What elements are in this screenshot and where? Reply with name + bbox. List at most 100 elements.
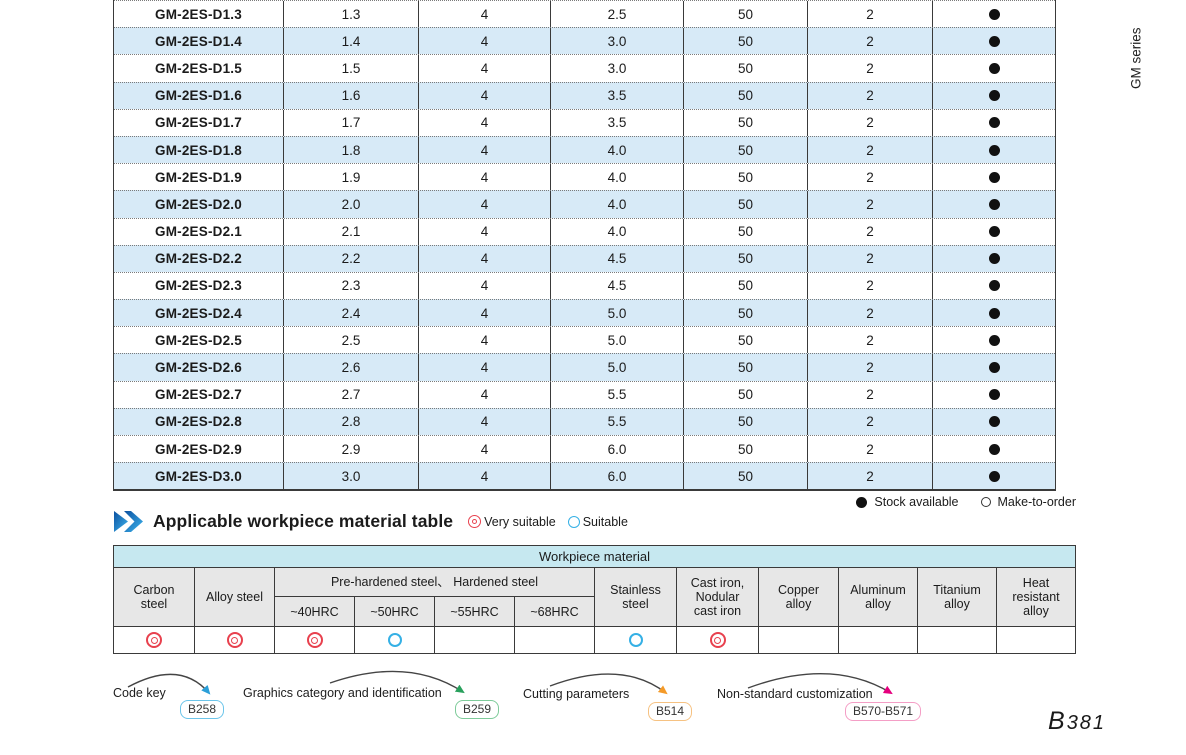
suitability-cell (515, 627, 595, 653)
value-cell: 4.0 (551, 218, 684, 245)
spec-row: GM-2ES-D2.8 2.8 4 5.5 50 2 (114, 407, 1055, 435)
model-cell: GM-2ES-D1.5 (114, 55, 284, 82)
value-cell: 2 (808, 354, 933, 381)
code-ref-b514: B514 (648, 702, 693, 721)
stock-cell (933, 354, 1055, 380)
value-cell: 50 (684, 28, 808, 55)
stock-available-icon (988, 171, 1000, 183)
stock-available-label: Stock available (874, 495, 959, 509)
spec-row: GM-2ES-D2.9 2.9 4 6.0 50 2 (114, 435, 1055, 463)
value-cell: 50 (684, 164, 808, 191)
value-cell: 50 (684, 191, 808, 218)
very-suitable-label: Very suitable (484, 514, 556, 529)
stock-available-icon (988, 253, 1000, 265)
stock-available-icon (988, 416, 1000, 428)
value-cell: 2 (808, 327, 933, 354)
workpiece-col-header: Titanium alloy (918, 568, 997, 626)
spec-row: GM-2ES-D2.2 2.2 4 4.5 50 2 (114, 244, 1055, 272)
stock-cell (933, 327, 1055, 353)
stock-cell (933, 409, 1055, 435)
value-cell: 4 (419, 408, 551, 435)
workpiece-col-header: Heat resistant alloy (1012, 576, 1060, 618)
make-to-order-legend-item: Make-to-order (980, 495, 1076, 509)
stock-available-icon (988, 198, 1000, 210)
value-cell: 4 (419, 164, 551, 191)
value-cell: 1.7 (284, 109, 419, 136)
value-cell: 2.5 (284, 327, 419, 354)
very-suitable-legend-item: Very suitable (468, 515, 556, 529)
spec-row: GM-2ES-D1.8 1.8 4 4.0 50 2 (114, 135, 1055, 164)
value-cell: 1.4 (284, 28, 419, 55)
value-cell: 3.0 (551, 55, 684, 82)
value-cell: 4 (419, 381, 551, 408)
footnote-non-standard: Non-standard customization (717, 687, 873, 701)
stock-available-icon (988, 307, 1000, 319)
model-cell: GM-2ES-D1.7 (114, 109, 284, 136)
stock-available-legend-item: Stock available (856, 495, 959, 509)
suitable-icon (387, 633, 402, 647)
value-cell: 50 (684, 381, 808, 408)
spec-table: GM-2ES-D1.3 1.3 4 2.5 50 2 GM-2ES-D1.4 1.4 4 3.0 5… (113, 0, 1056, 492)
make-to-order-icon (980, 497, 991, 507)
stock-cell (933, 137, 1055, 163)
value-cell: 50 (684, 109, 808, 136)
footnote-cutting-parameters: Cutting parameters (523, 687, 630, 701)
value-cell: 4 (419, 463, 551, 490)
workpiece-col-header: Alloy steel (195, 568, 275, 626)
value-cell: 50 (684, 354, 808, 381)
value-cell: 50 (684, 300, 808, 327)
stock-available-icon (988, 226, 1000, 238)
stock-available-icon (988, 443, 1000, 455)
value-cell: 1.8 (284, 136, 419, 164)
spec-row: GM-2ES-D3.0 3.0 4 6.0 50 2 (114, 462, 1055, 490)
value-cell: 2 (808, 381, 933, 408)
value-cell: 2 (808, 300, 933, 327)
value-cell: 4.0 (551, 191, 684, 218)
workpiece-col-header: ~50HRC (355, 597, 435, 626)
stock-available-icon (988, 62, 1000, 74)
value-cell: 50 (684, 327, 808, 354)
stock-cell (933, 382, 1055, 408)
value-cell: 50 (684, 245, 808, 272)
value-cell: 4 (419, 136, 551, 164)
model-cell: GM-2ES-D2.9 (114, 436, 284, 463)
value-cell: 4 (419, 109, 551, 136)
suitability-cell (677, 627, 759, 653)
value-cell: 2.3 (284, 272, 419, 300)
workpiece-header: Carbon steel Alloy steel Pre-hardened stee… (114, 568, 1075, 627)
workpiece-col-header: ~40HRC (275, 597, 355, 626)
stock-available-icon (988, 117, 1000, 129)
workpiece-material-table: Workpiece material Carbon steel Alloy ste… (113, 545, 1076, 654)
value-cell: 50 (684, 272, 808, 300)
model-cell: GM-2ES-D2.0 (114, 191, 284, 218)
spec-row: GM-2ES-D2.1 2.1 4 4.0 50 2 (114, 217, 1055, 245)
model-cell: GM-2ES-D2.5 (114, 327, 284, 354)
value-cell: 2 (808, 136, 933, 164)
series-side-label: GM series (1128, 27, 1144, 89)
page-number-digits: 381 (1066, 712, 1107, 734)
workpiece-col-header: Carbon steel (114, 568, 195, 626)
spec-row: GM-2ES-D1.6 1.6 4 3.5 50 2 (114, 81, 1055, 109)
value-cell: 3.5 (551, 82, 684, 109)
suitability-cell (997, 627, 1075, 653)
value-cell: 50 (684, 436, 808, 463)
spec-row: GM-2ES-D2.7 2.7 4 5.5 50 2 (114, 380, 1055, 408)
workpiece-table-band: Workpiece material (114, 546, 1075, 568)
value-cell: 2.9 (284, 436, 419, 463)
value-cell: 4 (419, 55, 551, 82)
page-number-prefix: B (1048, 707, 1067, 735)
stock-cell (933, 55, 1055, 81)
model-cell: GM-2ES-D2.1 (114, 218, 284, 245)
value-cell: 2 (808, 245, 933, 272)
value-cell: 2.8 (284, 408, 419, 435)
code-ref-b258: B258 (180, 700, 225, 719)
value-cell: 2 (808, 109, 933, 136)
very-suitable-icon (226, 632, 243, 648)
stock-cell (933, 300, 1055, 326)
workpiece-data-row (114, 627, 1075, 653)
suitability-cell (355, 627, 435, 653)
value-cell: 2 (808, 1, 933, 28)
value-cell: 4.5 (551, 245, 684, 272)
value-cell: 1.9 (284, 164, 419, 191)
model-cell: GM-2ES-D1.8 (114, 136, 284, 164)
